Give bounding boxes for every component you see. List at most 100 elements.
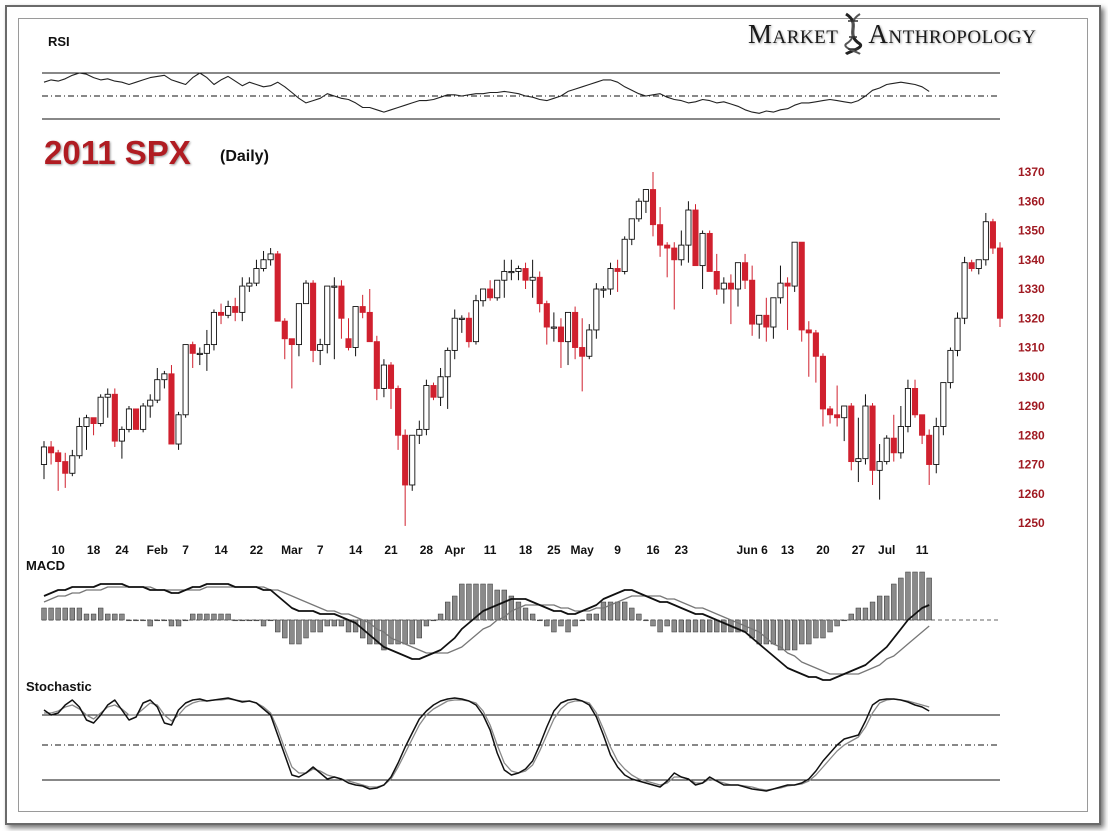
macd-histogram-bar — [721, 619, 727, 633]
macd-histogram-bar — [395, 619, 401, 645]
macd-histogram-bar — [586, 613, 592, 621]
macd-histogram-bar — [452, 595, 458, 621]
candle-body — [111, 393, 118, 442]
macd-histogram-bar — [784, 619, 791, 651]
macd-histogram-bar — [267, 619, 274, 622]
candle-body — [395, 388, 402, 436]
macd-histogram-bar — [813, 619, 819, 639]
x-tick-label: 22 — [250, 543, 264, 557]
macd-histogram-bar — [848, 613, 854, 621]
x-tick-label: 10 — [51, 543, 65, 557]
macd-histogram-bar — [862, 607, 869, 621]
macd-histogram-bar — [168, 619, 175, 627]
candle-body — [763, 314, 770, 328]
candle-body — [784, 282, 791, 287]
macd-histogram-bar — [827, 619, 833, 633]
dna-helix-icon — [844, 12, 863, 56]
candle-body — [557, 326, 564, 343]
candle-body — [338, 285, 345, 319]
x-tick-label: Jul — [878, 543, 895, 557]
candle-body — [423, 385, 430, 430]
macd-histogram-bar — [140, 619, 146, 622]
x-tick-label: 16 — [646, 543, 660, 557]
x-tick-label: 9 — [614, 543, 621, 557]
macd-histogram-bar — [388, 619, 394, 645]
candle-body — [727, 282, 734, 290]
candle-body — [834, 414, 841, 419]
x-tick-label: 7 — [317, 543, 324, 557]
chart-subtitle: (Daily) — [220, 148, 269, 165]
macd-histogram-bar — [345, 619, 352, 633]
candle-body — [642, 189, 649, 202]
candle-body — [267, 253, 274, 261]
candle-body — [118, 428, 125, 442]
candle-body — [274, 253, 281, 322]
candle-body — [826, 408, 834, 416]
macd-histogram-bar — [820, 619, 826, 639]
x-tick-label: Mar — [281, 543, 303, 557]
macd-histogram-bar — [629, 607, 635, 621]
macd-histogram-bar — [409, 619, 415, 645]
y-tick-label: 1290 — [1018, 399, 1045, 413]
macd-histogram-bar — [211, 613, 217, 621]
candle-body — [69, 455, 76, 474]
brand-name-part1: Market — [748, 18, 839, 49]
x-tick-label: 23 — [675, 543, 689, 557]
x-tick-label: 24 — [115, 543, 129, 557]
macd-histogram-bar — [225, 613, 231, 621]
macd-histogram-bar — [197, 613, 203, 621]
candle-body — [749, 279, 756, 325]
y-tick-label: 1270 — [1018, 458, 1045, 472]
candle-body — [798, 241, 805, 331]
macd-histogram-bar — [522, 607, 529, 621]
candle-body — [154, 379, 161, 401]
stochastic-k-line — [43, 697, 930, 792]
candle-body — [508, 271, 515, 274]
macd-histogram-bar — [119, 613, 125, 621]
y-tick-label: 1250 — [1018, 516, 1045, 530]
macd-histogram-bar — [926, 577, 932, 621]
candle-body — [543, 303, 550, 328]
candle-body — [975, 259, 982, 269]
candle-body — [996, 247, 1004, 319]
x-tick-label: May — [571, 543, 595, 557]
macd-histogram-bar — [133, 619, 139, 622]
macd-histogram-bar — [501, 589, 507, 621]
macd-histogram-bar — [83, 613, 90, 621]
candle-body — [472, 300, 480, 343]
candle-body — [607, 268, 614, 290]
macd-histogram-bar — [282, 619, 288, 639]
candle-body — [465, 317, 472, 343]
candle-body — [635, 200, 642, 220]
candle-body — [777, 282, 784, 299]
x-tick-label: 28 — [420, 543, 434, 557]
macd-histogram-bar — [459, 583, 465, 621]
candle-body — [83, 417, 90, 427]
candle-body — [487, 288, 494, 299]
y-tick-label: 1340 — [1018, 253, 1045, 267]
candle-body — [883, 437, 890, 463]
candle-body — [480, 288, 487, 302]
candle-body — [104, 393, 111, 398]
x-tick-label: 11 — [916, 543, 929, 557]
candle-body — [232, 306, 239, 313]
macd-histogram-bar — [275, 619, 281, 633]
candle-body — [734, 262, 742, 290]
macd-histogram-bar — [735, 619, 741, 633]
candle-body — [536, 276, 543, 305]
macd-histogram-bar — [324, 619, 330, 627]
candle-body — [713, 271, 720, 290]
macd-histogram-bar — [175, 619, 182, 627]
macd-histogram-bar — [154, 619, 160, 622]
macd-histogram-bar — [685, 619, 692, 633]
macd-histogram-bar — [190, 613, 196, 621]
macd-histogram-bar — [508, 595, 515, 621]
macd-histogram-bar — [331, 619, 337, 627]
y-tick-label: 1260 — [1018, 487, 1045, 501]
x-tick-label: 21 — [384, 543, 398, 557]
candle-body — [933, 426, 940, 465]
macd-histogram-bar — [593, 613, 600, 621]
candle-body — [331, 285, 338, 288]
candle-body — [125, 408, 133, 430]
candle-body — [621, 238, 628, 272]
